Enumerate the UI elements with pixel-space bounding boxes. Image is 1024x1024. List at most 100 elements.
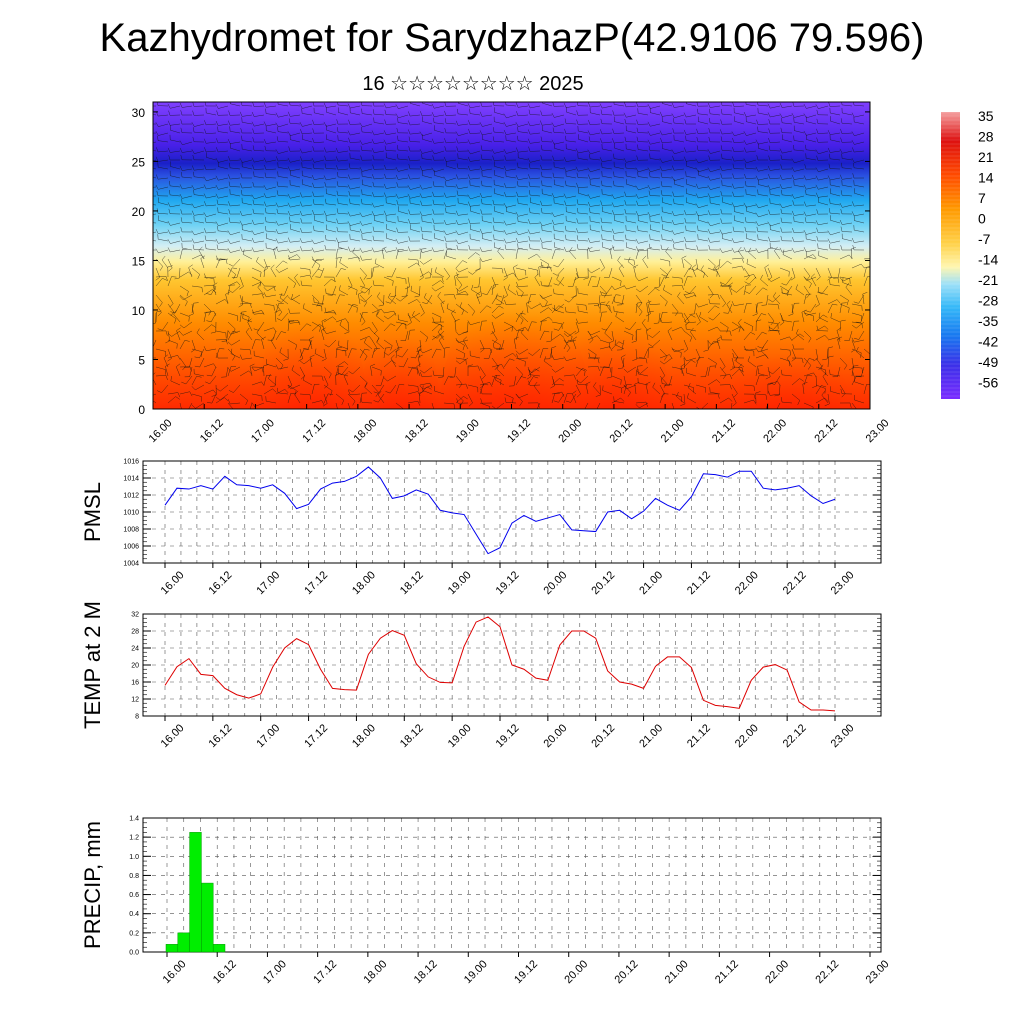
wind-barb-flag [275, 112, 279, 118]
wind-barb-flag [348, 137, 351, 143]
wind-barb-flag [283, 358, 289, 361]
wind-barb-flag [288, 255, 291, 261]
wind-barb-flag [646, 327, 652, 331]
wind-barb-flag [189, 391, 193, 397]
wind-barb-flag [750, 332, 756, 335]
wind-barb-flag [444, 236, 447, 242]
wind-barb-flag [815, 304, 820, 308]
wind-barb [506, 123, 517, 127]
wind-barb [386, 186, 397, 189]
wind-barb-flag [252, 102, 255, 107]
wind-barb-flag [807, 365, 812, 370]
wind-barb-flag [696, 136, 699, 142]
wind-barb [422, 132, 433, 137]
wind-barb-flag [781, 369, 783, 375]
wind-barb [803, 267, 811, 277]
wind-barb-flag [359, 166, 363, 172]
wind-barb [671, 326, 682, 332]
wind-barb [530, 105, 541, 109]
wind-barb [566, 357, 577, 361]
wind-barb [194, 123, 205, 127]
wind-barb [290, 204, 301, 208]
wind-barb-flag [755, 221, 759, 226]
wind-barb-flag [691, 264, 697, 268]
wind-barb-flag [504, 183, 507, 188]
wind-barb [182, 186, 193, 190]
wind-barb [639, 402, 649, 409]
wind-barb-flag [489, 348, 492, 354]
wind-barb [299, 348, 303, 359]
wind-barb-flag [647, 167, 651, 172]
wind-barb-flag [815, 184, 819, 190]
wind-barb [183, 294, 193, 300]
wind-barb [482, 249, 493, 253]
wind-barb [247, 321, 253, 332]
wind-barb-flag [709, 117, 711, 123]
wind-barb-flag [671, 347, 675, 352]
wind-barb [218, 131, 229, 134]
wind-barb-flag [373, 400, 379, 403]
wind-barb-flag [526, 376, 532, 380]
wind-barb-flag [720, 129, 723, 135]
wind-barb-flag [717, 294, 720, 300]
wind-barb-flag [546, 340, 552, 343]
wind-barb-flag [443, 230, 447, 235]
wind-barb [266, 221, 277, 224]
wind-barb [302, 113, 313, 116]
wind-barb-flag [383, 139, 387, 145]
wind-barb-flag [707, 167, 711, 172]
wind-barb-flag [432, 218, 435, 224]
wind-barb-flag [709, 294, 714, 299]
wind-barb [153, 186, 157, 188]
wind-barb-flag [444, 128, 447, 133]
wind-barb [842, 132, 853, 134]
wind-barb-flag [636, 136, 639, 142]
wind-barb [506, 176, 517, 179]
wind-barb-flag [840, 208, 843, 214]
wind-barb [854, 240, 865, 243]
wind-barb [827, 357, 829, 368]
wind-barb [746, 238, 757, 242]
wind-barb-flag [516, 353, 519, 359]
wind-barb [431, 333, 441, 341]
wind-barb-flag [443, 156, 447, 162]
wind-barb-flag [551, 193, 555, 198]
wind-barb [191, 254, 202, 260]
wind-barb [279, 352, 289, 359]
wind-barb [554, 141, 565, 145]
wind-barb-flag [323, 147, 327, 153]
wind-barb [209, 375, 217, 384]
wind-barb-flag [275, 229, 279, 234]
wind-barb-flag [291, 365, 294, 371]
wind-barb-flag [371, 130, 375, 136]
wind-barb [245, 331, 253, 341]
wind-barb-flag [420, 200, 423, 206]
wind-barb-flag [417, 386, 419, 392]
wind-barb-flag [841, 162, 843, 168]
wind-barb [254, 105, 265, 107]
wind-barb [643, 348, 649, 359]
wind-barb [458, 141, 469, 144]
wind-barb [167, 339, 178, 344]
wind-barb-flag [840, 118, 843, 124]
wind-barb [383, 276, 394, 282]
wind-barb-flag [364, 382, 368, 388]
wind-barb-flag [468, 218, 471, 224]
wind-barb-flag [360, 155, 363, 161]
wind-barb-flag [373, 117, 375, 123]
wind-barb [782, 204, 793, 209]
wind-barb-flag [335, 373, 341, 376]
wind-barb [167, 392, 178, 395]
wind-barb [854, 167, 865, 170]
wind-barb-flag [757, 346, 763, 349]
wind-barb-flag [515, 350, 520, 355]
wind-barb-flag [352, 304, 358, 306]
wind-barb-flag [862, 291, 868, 295]
wind-barb [599, 312, 603, 323]
wind-barb-flag [612, 110, 615, 116]
xtick-label: 19.12 [494, 569, 522, 597]
wind-barb [443, 375, 449, 386]
wind-barb-flag [419, 348, 424, 354]
wind-barb-flag [624, 208, 627, 214]
wind-barb [254, 114, 265, 117]
